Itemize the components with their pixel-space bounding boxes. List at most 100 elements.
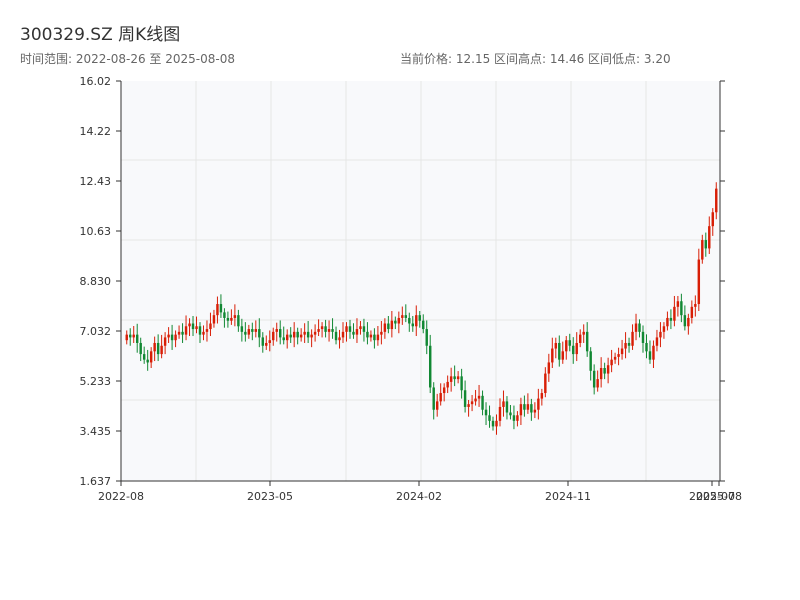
candle-up	[449, 376, 453, 382]
candle-up	[167, 334, 170, 338]
candle-up	[561, 351, 564, 360]
candle-up	[687, 317, 690, 327]
candle-down	[129, 334, 132, 338]
candle-up	[554, 342, 558, 349]
candle-up	[673, 306, 676, 321]
candle-down	[373, 334, 376, 341]
candle-up	[596, 379, 599, 388]
candle-down	[680, 301, 683, 316]
x-axis-ticks: 2022-08 2023-05 2024-02 2024-11 2025-072025-…	[98, 481, 742, 503]
candle-up	[697, 259, 701, 305]
candle-up	[606, 365, 610, 374]
candle-up	[338, 337, 341, 341]
candle-up	[694, 304, 697, 307]
candle-up	[498, 406, 502, 421]
candle-up	[299, 334, 303, 338]
candle-up	[676, 301, 680, 307]
candle-down	[282, 337, 285, 341]
candle-up	[446, 381, 449, 388]
candle-up	[624, 342, 627, 349]
candle-up	[383, 323, 387, 332]
candle-up	[526, 404, 530, 410]
candle-down	[484, 409, 488, 416]
candle-down	[156, 342, 160, 355]
candle-down	[589, 351, 592, 371]
candle-down	[289, 334, 292, 338]
candle-up	[313, 331, 317, 335]
candle-down	[509, 412, 512, 416]
candle-up	[634, 323, 638, 332]
candle-up	[163, 337, 167, 346]
candle-up	[582, 331, 585, 335]
candle-up	[247, 329, 251, 335]
candle-up	[456, 376, 460, 380]
candle-down	[592, 370, 596, 388]
candle-up	[467, 404, 470, 407]
candle-up	[666, 317, 669, 327]
candle-up	[188, 323, 191, 327]
x-tick-label: 2022-08	[98, 490, 144, 503]
candle-up	[341, 331, 345, 338]
candle-down	[279, 329, 282, 338]
candle-up	[397, 317, 401, 324]
candle-down	[219, 304, 223, 313]
candle-down	[488, 415, 491, 421]
candle-down	[387, 323, 390, 330]
candle-down	[558, 342, 561, 360]
candle-down	[453, 376, 456, 380]
candle-down	[627, 342, 631, 346]
candle-down	[237, 315, 240, 327]
candle-down	[191, 323, 195, 330]
candle-up	[659, 331, 662, 338]
candle-down	[505, 401, 509, 413]
candle-up	[376, 334, 380, 341]
candlestick-series	[125, 182, 718, 435]
candle-up	[153, 342, 156, 352]
y-tick-label: 10.63	[80, 225, 112, 238]
y-tick-label: 7.032	[80, 325, 112, 338]
candle-down	[523, 404, 526, 410]
candle-down	[645, 342, 648, 352]
y-tick-label: 16.02	[80, 75, 112, 88]
candle-down	[460, 376, 463, 391]
candle-up	[209, 323, 212, 330]
candle-down	[324, 326, 327, 332]
candle-up	[620, 348, 624, 355]
candle-down	[306, 331, 310, 338]
candle-down	[491, 420, 495, 427]
candle-up	[355, 329, 359, 335]
candle-down	[530, 404, 533, 413]
candle-down	[251, 329, 254, 332]
candle-up	[439, 393, 442, 402]
candle-down	[603, 368, 606, 374]
candle-up	[268, 340, 271, 343]
candle-down	[568, 340, 571, 346]
candle-up	[212, 315, 216, 324]
candle-up	[359, 326, 362, 330]
y-axis-ticks: 1.637 3.435 5.233 7.032 8.830 10.63 12.43 14.22…	[80, 75, 725, 488]
candle-up	[442, 387, 446, 394]
candle-up	[195, 326, 198, 330]
candle-down	[244, 331, 247, 335]
candle-up	[125, 334, 128, 341]
candle-up	[317, 329, 320, 332]
candle-up	[631, 331, 634, 346]
chart-title: 300329.SZ 周K线图	[20, 25, 180, 45]
x-tick-label: 2025-07	[689, 490, 735, 503]
candle-up	[474, 398, 477, 402]
candle-down	[296, 331, 299, 338]
candle-down	[394, 320, 397, 324]
candle-up	[575, 342, 578, 355]
candle-up	[149, 351, 153, 363]
candle-down	[181, 331, 184, 335]
candle-up	[320, 326, 324, 330]
candle-up	[516, 415, 519, 421]
candle-up	[327, 329, 331, 332]
y-tick-label: 8.830	[80, 275, 112, 288]
candle-up	[715, 188, 718, 213]
candle-down	[223, 312, 226, 318]
candle-up	[230, 317, 233, 321]
candle-down	[139, 342, 142, 355]
candle-down	[422, 320, 425, 330]
y-tick-label: 14.22	[80, 125, 112, 138]
